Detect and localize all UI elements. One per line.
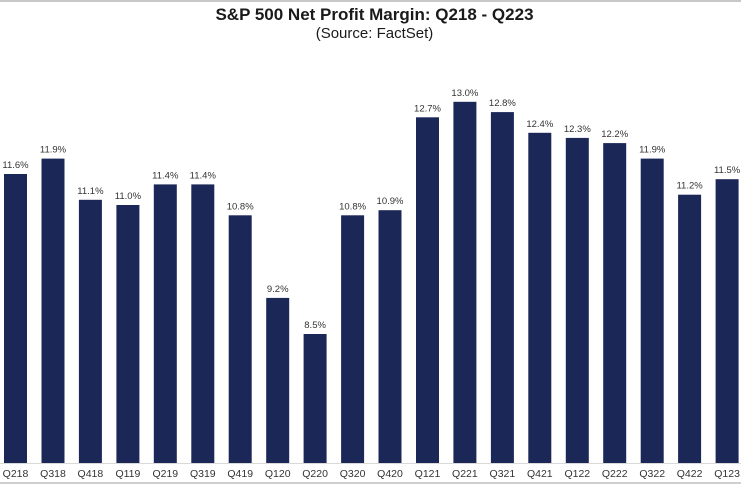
x-tick-label-Q218: Q218 <box>3 468 29 480</box>
bar-group <box>4 101 739 464</box>
x-tick-label-Q123: Q123 <box>714 468 740 480</box>
x-tick-label-Q419: Q419 <box>227 468 253 480</box>
bar-Q218 <box>4 174 27 463</box>
data-label-Q420: 10.9% <box>377 196 404 207</box>
x-tick-label-Q319: Q319 <box>190 468 216 480</box>
bottom-border <box>0 482 741 484</box>
bar-Q222 <box>603 143 627 463</box>
x-tick-label-Q219: Q219 <box>152 468 178 480</box>
x-tick-label-Q119: Q119 <box>115 468 140 480</box>
data-label-Q221: 13.0% <box>451 88 478 99</box>
x-tick-label-Q322: Q322 <box>639 468 665 480</box>
data-label-Q320: 10.8% <box>339 201 366 212</box>
data-label-Q318: 11.9% <box>40 145 67 156</box>
bar-Q120 <box>266 297 290 463</box>
bar-Q123 <box>715 179 739 463</box>
chart-title-block: S&P 500 Net Profit Margin: Q218 - Q223 (… <box>0 5 741 43</box>
bar-Q322 <box>640 158 664 463</box>
bar-Q422 <box>678 194 702 463</box>
data-label-Q120: 9.2% <box>267 284 289 295</box>
x-tick-label-Q320: Q320 <box>340 468 366 480</box>
bar-Q418 <box>78 199 102 464</box>
bar-Q321 <box>490 112 514 463</box>
data-label-Q222: 12.2% <box>601 129 628 140</box>
x-tick-label-Q418: Q418 <box>78 468 104 480</box>
data-label-Q418: 11.1% <box>77 186 104 197</box>
data-label-Q122: 12.3% <box>564 124 591 135</box>
bar-Q122 <box>565 137 589 463</box>
data-label-Q422: 11.2% <box>676 181 703 192</box>
x-tick-label-Q222: Q222 <box>602 468 628 480</box>
data-label-group: 11.6% 11.9% 11.1% 11.0% 11.4% 11.4% 10.8% 9.2% 8… <box>2 88 740 331</box>
data-label-Q220: 8.5% <box>304 320 326 331</box>
data-label-Q123: 11.5% <box>714 165 741 176</box>
top-border <box>0 0 741 2</box>
bar-Q219 <box>153 184 177 463</box>
x-tick-label-Q318: Q318 <box>40 468 66 480</box>
data-label-Q421: 12.4% <box>526 119 553 130</box>
bar-Q421 <box>528 132 552 464</box>
x-tick-label-group: Q218 Q318 Q418 Q119 Q219 Q319 Q419 Q120 Q220 Q320… <box>3 468 740 480</box>
data-label-Q419: 10.8% <box>227 201 254 212</box>
bar-Q420 <box>378 210 402 463</box>
bar-Q318 <box>41 158 65 463</box>
bar-Q419 <box>228 215 252 463</box>
bar-Q121 <box>416 117 439 464</box>
bar-Q119 <box>116 205 140 463</box>
data-label-Q319: 11.4% <box>190 170 217 181</box>
data-label-Q119: 11.0% <box>115 191 142 202</box>
x-tick-label-Q421: Q421 <box>527 468 553 480</box>
x-tick-label-Q422: Q422 <box>677 468 703 480</box>
data-label-Q219: 11.4% <box>152 170 179 181</box>
x-tick-label-Q220: Q220 <box>302 468 328 480</box>
data-label-Q121: 12.7% <box>414 103 441 114</box>
bar-Q221 <box>453 101 477 464</box>
x-tick-label-Q122: Q122 <box>564 468 590 480</box>
chart-title: S&P 500 Net Profit Margin: Q218 - Q223 <box>215 5 534 24</box>
data-label-Q321: 12.8% <box>489 98 516 109</box>
x-tick-label-Q321: Q321 <box>490 468 516 480</box>
x-tick-label-Q121: Q121 <box>415 468 441 480</box>
bar-Q220 <box>303 334 327 463</box>
bar-Q320 <box>341 215 365 463</box>
data-label-Q322: 11.9% <box>639 145 666 156</box>
data-label-Q218: 11.6% <box>2 160 29 171</box>
bar-Q319 <box>191 184 215 463</box>
x-tick-label-Q221: Q221 <box>452 468 478 480</box>
chart-subtitle: (Source: FactSet) <box>315 25 434 42</box>
x-tick-label-Q420: Q420 <box>377 468 403 480</box>
x-tick-label-Q120: Q120 <box>265 468 291 480</box>
